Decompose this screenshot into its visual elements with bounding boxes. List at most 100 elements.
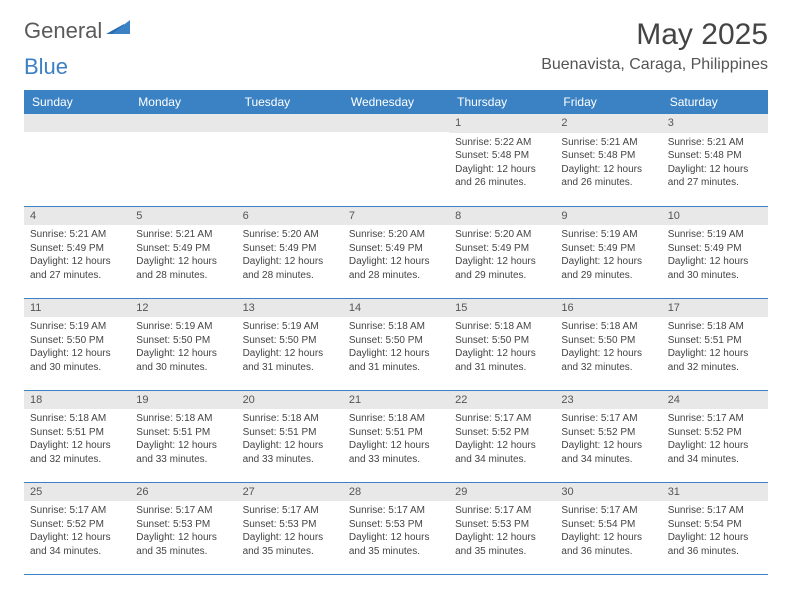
day-number: 2 <box>555 114 661 133</box>
month-title: May 2025 <box>541 18 768 52</box>
day-content: Sunrise: 5:22 AMSunset: 5:48 PMDaylight:… <box>449 133 555 196</box>
sunset-line: Sunset: 5:51 PM <box>349 426 443 440</box>
day-number: 21 <box>343 391 449 410</box>
day-number: 6 <box>237 207 343 226</box>
daylight-line: Daylight: 12 hours and 28 minutes. <box>349 255 443 282</box>
day-content: Sunrise: 5:17 AMSunset: 5:52 PMDaylight:… <box>24 501 130 564</box>
sunset-line: Sunset: 5:52 PM <box>561 426 655 440</box>
sunrise-line: Sunrise: 5:18 AM <box>561 320 655 334</box>
day-content: Sunrise: 5:17 AMSunset: 5:52 PMDaylight:… <box>449 409 555 472</box>
sunrise-line: Sunrise: 5:19 AM <box>30 320 124 334</box>
day-number: 18 <box>24 391 130 410</box>
day-number: 3 <box>662 114 768 133</box>
day-cell: 10Sunrise: 5:19 AMSunset: 5:49 PMDayligh… <box>662 206 768 298</box>
day-content: Sunrise: 5:18 AMSunset: 5:51 PMDaylight:… <box>662 317 768 380</box>
daylight-line: Daylight: 12 hours and 30 minutes. <box>30 347 124 374</box>
day-cell: 2 Sunrise: 5:21 AMSunset: 5:48 PMDaylight… <box>555 114 661 206</box>
daylight-line: Daylight: 12 hours and 34 minutes. <box>561 439 655 466</box>
day-cell: 16Sunrise: 5:18 AMSunset: 5:50 PMDayligh… <box>555 298 661 390</box>
sunrise-line: Sunrise: 5:18 AM <box>455 320 549 334</box>
daylight-line: Daylight: 12 hours and 30 minutes. <box>136 347 230 374</box>
day-cell: 1Sunrise: 5:22 AMSunset: 5:48 PMDaylight… <box>449 114 555 206</box>
sunrise-line: Sunrise: 5:18 AM <box>349 320 443 334</box>
daylight-line: Daylight: 12 hours and 35 minutes. <box>136 531 230 558</box>
sunset-line: Sunset: 5:51 PM <box>136 426 230 440</box>
day-cell: 20Sunrise: 5:18 AMSunset: 5:51 PMDayligh… <box>237 390 343 482</box>
day-cell <box>237 114 343 206</box>
day-content: Sunrise: 5:18 AMSunset: 5:51 PMDaylight:… <box>237 409 343 472</box>
day-number: 7 <box>343 207 449 226</box>
daylight-line: Daylight: 12 hours and 28 minutes. <box>243 255 337 282</box>
day-number: 22 <box>449 391 555 410</box>
sunrise-line: Sunrise: 5:17 AM <box>243 504 337 518</box>
day-header: Friday <box>555 90 661 114</box>
daylight-line: Daylight: 12 hours and 32 minutes. <box>561 347 655 374</box>
logo-text-blue: Blue <box>24 54 68 79</box>
sunset-line: Sunset: 5:53 PM <box>349 518 443 532</box>
day-content: Sunrise: 5:17 AMSunset: 5:53 PMDaylight:… <box>237 501 343 564</box>
sunset-line: Sunset: 5:54 PM <box>561 518 655 532</box>
day-cell: 21Sunrise: 5:18 AMSunset: 5:51 PMDayligh… <box>343 390 449 482</box>
day-number: 31 <box>662 483 768 502</box>
day-cell: 28Sunrise: 5:17 AMSunset: 5:53 PMDayligh… <box>343 482 449 574</box>
sunrise-line: Sunrise: 5:17 AM <box>455 412 549 426</box>
day-number: 30 <box>555 483 661 502</box>
day-content: Sunrise: 5:19 AMSunset: 5:50 PMDaylight:… <box>130 317 236 380</box>
day-cell: 27Sunrise: 5:17 AMSunset: 5:53 PMDayligh… <box>237 482 343 574</box>
day-number: 13 <box>237 299 343 318</box>
day-number: 14 <box>343 299 449 318</box>
day-content: Sunrise: 5:19 AMSunset: 5:50 PMDaylight:… <box>237 317 343 380</box>
daylight-line: Daylight: 12 hours and 31 minutes. <box>455 347 549 374</box>
empty-daynum <box>343 114 449 132</box>
day-number: 27 <box>237 483 343 502</box>
day-content: Sunrise: 5:18 AMSunset: 5:51 PMDaylight:… <box>24 409 130 472</box>
sunrise-line: Sunrise: 5:19 AM <box>561 228 655 242</box>
sunrise-line: Sunrise: 5:22 AM <box>455 136 549 150</box>
sunset-line: Sunset: 5:53 PM <box>243 518 337 532</box>
day-cell: 3Sunrise: 5:21 AMSunset: 5:48 PMDaylight… <box>662 114 768 206</box>
empty-daynum <box>237 114 343 132</box>
day-number: 26 <box>130 483 236 502</box>
day-cell: 19Sunrise: 5:18 AMSunset: 5:51 PMDayligh… <box>130 390 236 482</box>
daylight-line: Daylight: 12 hours and 26 minutes. <box>561 163 655 190</box>
daylight-line: Daylight: 12 hours and 35 minutes. <box>243 531 337 558</box>
day-content: Sunrise: 5:18 AMSunset: 5:50 PMDaylight:… <box>449 317 555 380</box>
sunrise-line: Sunrise: 5:21 AM <box>561 136 655 150</box>
day-cell: 13Sunrise: 5:19 AMSunset: 5:50 PMDayligh… <box>237 298 343 390</box>
day-number: 5 <box>130 207 236 226</box>
day-content: Sunrise: 5:17 AMSunset: 5:53 PMDaylight:… <box>343 501 449 564</box>
day-number: 8 <box>449 207 555 226</box>
day-number: 15 <box>449 299 555 318</box>
day-cell: 4Sunrise: 5:21 AMSunset: 5:49 PMDaylight… <box>24 206 130 298</box>
daylight-line: Daylight: 12 hours and 32 minutes. <box>30 439 124 466</box>
sunset-line: Sunset: 5:52 PM <box>455 426 549 440</box>
sunrise-line: Sunrise: 5:18 AM <box>136 412 230 426</box>
sunrise-line: Sunrise: 5:20 AM <box>455 228 549 242</box>
sunrise-line: Sunrise: 5:17 AM <box>561 504 655 518</box>
day-header: Wednesday <box>343 90 449 114</box>
sunset-line: Sunset: 5:49 PM <box>30 242 124 256</box>
day-content: Sunrise: 5:17 AMSunset: 5:52 PMDaylight:… <box>662 409 768 472</box>
empty-daynum <box>24 114 130 132</box>
sunset-line: Sunset: 5:49 PM <box>136 242 230 256</box>
day-content: Sunrise: 5:18 AMSunset: 5:51 PMDaylight:… <box>343 409 449 472</box>
day-content: Sunrise: 5:17 AMSunset: 5:53 PMDaylight:… <box>130 501 236 564</box>
sunset-line: Sunset: 5:51 PM <box>30 426 124 440</box>
daylight-line: Daylight: 12 hours and 27 minutes. <box>30 255 124 282</box>
sunrise-line: Sunrise: 5:17 AM <box>349 504 443 518</box>
day-number: 1 <box>449 114 555 133</box>
sunrise-line: Sunrise: 5:19 AM <box>243 320 337 334</box>
day-number: 29 <box>449 483 555 502</box>
day-cell: 7Sunrise: 5:20 AMSunset: 5:49 PMDaylight… <box>343 206 449 298</box>
sunset-line: Sunset: 5:50 PM <box>243 334 337 348</box>
sunset-line: Sunset: 5:49 PM <box>561 242 655 256</box>
day-number: 23 <box>555 391 661 410</box>
sunrise-line: Sunrise: 5:19 AM <box>668 228 762 242</box>
sunset-line: Sunset: 5:48 PM <box>455 149 549 163</box>
day-content: Sunrise: 5:20 AMSunset: 5:49 PMDaylight:… <box>449 225 555 288</box>
daylight-line: Daylight: 12 hours and 36 minutes. <box>668 531 762 558</box>
sunset-line: Sunset: 5:48 PM <box>561 149 655 163</box>
calendar-body: 1Sunrise: 5:22 AMSunset: 5:48 PMDaylight… <box>24 114 768 574</box>
week-row: 11Sunrise: 5:19 AMSunset: 5:50 PMDayligh… <box>24 298 768 390</box>
sunrise-line: Sunrise: 5:18 AM <box>668 320 762 334</box>
